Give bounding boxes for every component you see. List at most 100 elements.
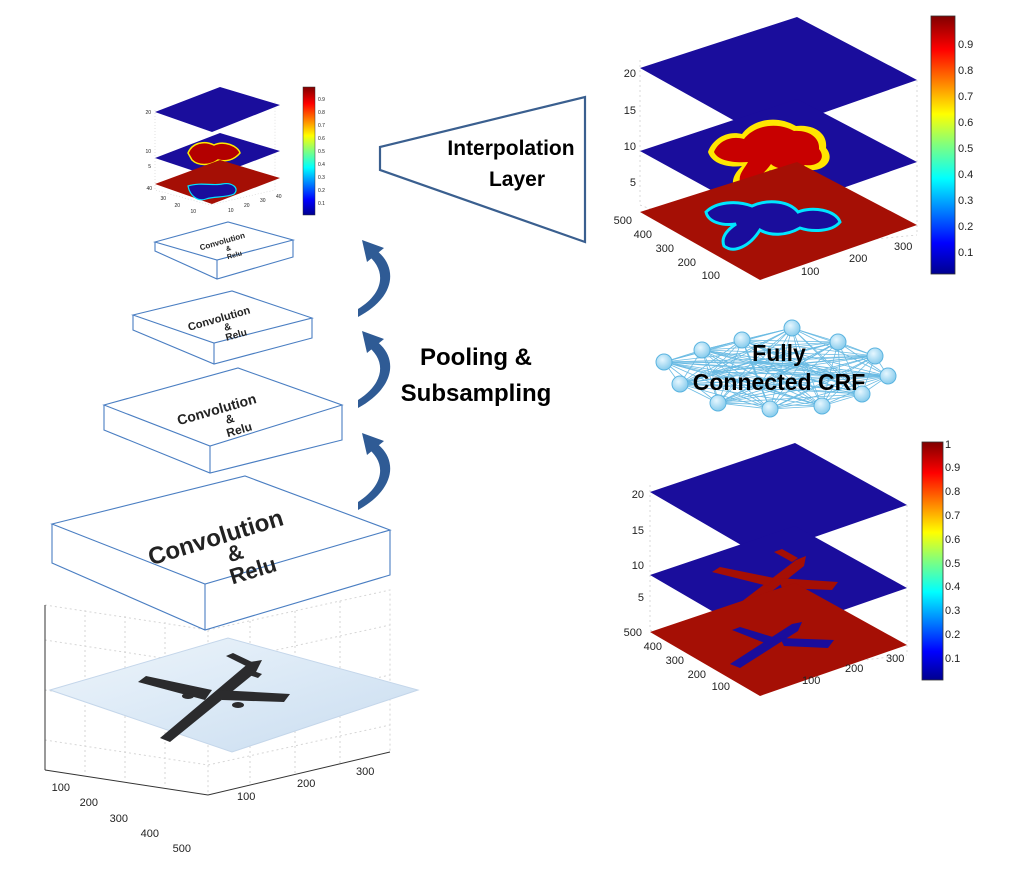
small-cbar-tick: 0.3 [318, 175, 325, 181]
lower-cbar-tick: 0.2 [945, 629, 960, 641]
upper-depth-tick: 500 [614, 215, 632, 227]
input-x-tick: 400 [141, 828, 159, 840]
conv-box-4-line2: & [224, 539, 247, 568]
interpolation-layer-shape [378, 95, 587, 244]
conv-box-3-line2: & [224, 411, 237, 427]
upper-right-tick: 200 [849, 253, 867, 265]
pooling-arrows [358, 240, 391, 510]
upper-depth-tick: 400 [634, 229, 652, 241]
small-z-tick: 5 [148, 164, 151, 170]
conv-box-2-line2: & [223, 321, 233, 334]
crf-edge [751, 355, 876, 363]
lower-depth-tick: 300 [666, 655, 684, 667]
upper-cbar-tick: 0.7 [958, 91, 973, 103]
crf-edge [837, 341, 863, 395]
crf-edge [663, 355, 876, 363]
crf-edge [759, 355, 876, 387]
crf-edge [701, 349, 823, 407]
crf-edge [663, 361, 863, 395]
upper-z-tick: 5 [630, 177, 636, 189]
pooling-arrow-3 [358, 433, 391, 510]
small-blob-middle [187, 141, 241, 166]
crf-edge [751, 361, 761, 387]
crf-edge [711, 327, 793, 373]
crf-edge [701, 341, 839, 351]
small-depth-tick: 10 [190, 209, 196, 215]
small-cbar-tick: 0.5 [318, 149, 325, 155]
input-plot-axis [44, 751, 391, 796]
input-plot-x-ticks: 100 200 300 400 500 [52, 782, 191, 855]
crf-edge [799, 355, 876, 365]
crf-edge [769, 375, 841, 410]
crf-edge [711, 371, 771, 410]
crf-edge [679, 375, 841, 385]
lower-z-tick: 10 [632, 560, 644, 572]
crf-edge [751, 361, 801, 365]
upper-cbar-tick: 0.2 [958, 221, 973, 233]
small-z-tick: 10 [145, 149, 151, 155]
interpolation-label-line2: Layer [489, 168, 545, 191]
small-z-tick: 20 [145, 110, 151, 116]
crf-node [783, 319, 801, 337]
lower-z-tick: 15 [632, 525, 644, 537]
upper-z-tick: 20 [624, 68, 636, 80]
small-slice-bottom [155, 160, 280, 204]
crf-edge [679, 383, 771, 410]
crf-edge [717, 339, 743, 404]
lower-colorbar-ticks: 1 0.9 0.8 0.7 0.6 0.5 0.4 0.3 0.2 0.1 [945, 439, 960, 665]
small-cbar-tick: 0.2 [318, 188, 325, 194]
crf-label-line1: Fully [752, 340, 806, 366]
upper-colorbar [930, 15, 956, 275]
conv-box-3 [102, 367, 344, 474]
small-right-tick: 20 [244, 203, 250, 209]
input-x-tick: 500 [173, 843, 191, 855]
crf-edge [741, 327, 793, 341]
lower-z-tick: 20 [632, 489, 644, 501]
crf-node [733, 331, 751, 349]
crf-edge [663, 361, 801, 365]
lower-cbar-tick: 1 [945, 439, 951, 451]
input-y-tick: 100 [237, 791, 255, 803]
upper-cbar-tick: 0.8 [958, 65, 973, 77]
small-cbar-tick: 0.9 [318, 97, 325, 103]
lower-cbar-tick: 0.9 [945, 462, 960, 474]
conv-box-1-line3: Relu [226, 250, 243, 261]
crf-edge [741, 339, 839, 343]
crf-edge [701, 349, 801, 365]
upper-plot-depth-ticks: 500 400 300 200 100 [614, 215, 720, 282]
input-y-tick: 300 [356, 766, 374, 778]
conv-box-3-line3: Relu [225, 419, 254, 440]
pooling-label-line2: Subsampling [401, 380, 552, 407]
small-cbar-tick: 0.7 [318, 123, 325, 129]
small-slice-top [155, 87, 280, 132]
crf-edge [821, 341, 839, 407]
lower-cbar-tick: 0.6 [945, 534, 960, 546]
crf-nodes [655, 319, 897, 418]
small-right-tick: 40 [276, 194, 282, 200]
crf-edge [679, 355, 876, 385]
crf-node [761, 400, 779, 418]
upper-cbar-tick: 0.5 [958, 143, 973, 155]
upper-plot-right-ticks: 100 200 300 [801, 241, 912, 278]
pooling-arrow-1 [358, 240, 391, 317]
crf-edge [769, 341, 839, 410]
crf-node [655, 353, 673, 371]
upper-score-plot: 0.9 0.8 0.7 0.6 0.5 0.4 0.3 0.2 0.1 20 1… [614, 15, 973, 282]
upper-right-tick: 100 [801, 266, 819, 278]
upper-colorbar-ticks: 0.9 0.8 0.7 0.6 0.5 0.4 0.3 0.2 0.1 [958, 39, 973, 259]
small-cbar-tick: 0.1 [318, 201, 325, 207]
small-right-tick: 30 [260, 198, 266, 204]
input-plot-y-ticks: 100 200 300 [237, 766, 374, 803]
upper-cbar-tick: 0.4 [958, 169, 973, 181]
small-cbar-tick: 0.8 [318, 110, 325, 116]
small-cbar-tick: 0.6 [318, 136, 325, 142]
crf-edge [741, 339, 876, 357]
crf-edge [751, 361, 889, 377]
crf-edge [791, 327, 889, 377]
lower-plot-right-ticks: 100 200 300 [802, 653, 904, 687]
small-plot-z-ticks: 20 10 5 [145, 110, 151, 170]
conv-box-2 [131, 290, 314, 365]
conv-box-4 [50, 475, 392, 631]
small-depth-tick: 30 [160, 196, 166, 202]
